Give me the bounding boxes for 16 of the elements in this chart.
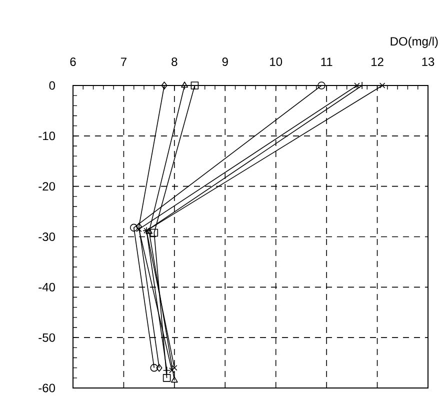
y-tick-label: -40 bbox=[38, 282, 56, 292]
x-tick-label: 13 bbox=[422, 57, 434, 66]
x-tick-label: 8 bbox=[172, 57, 178, 66]
x-tick-label: 11 bbox=[321, 58, 332, 66]
y-tick-label: -20 bbox=[38, 182, 56, 191]
y-tick-label: -10 bbox=[38, 132, 56, 140]
x-tick-label: 7 bbox=[120, 58, 126, 66]
y-tick-label: -60 bbox=[38, 384, 56, 392]
x-tick-label: 9 bbox=[222, 57, 228, 66]
x-tick-label: 10 bbox=[270, 57, 282, 66]
x-tick-label: 12 bbox=[372, 58, 384, 66]
y-tick-label: -50 bbox=[38, 333, 56, 342]
y-tick-label: 0 bbox=[49, 81, 56, 90]
x-axis-title: DO(mg/l) bbox=[390, 36, 438, 48]
x-tick-label: 6 bbox=[70, 57, 76, 66]
y-tick-label: -30 bbox=[38, 232, 56, 242]
